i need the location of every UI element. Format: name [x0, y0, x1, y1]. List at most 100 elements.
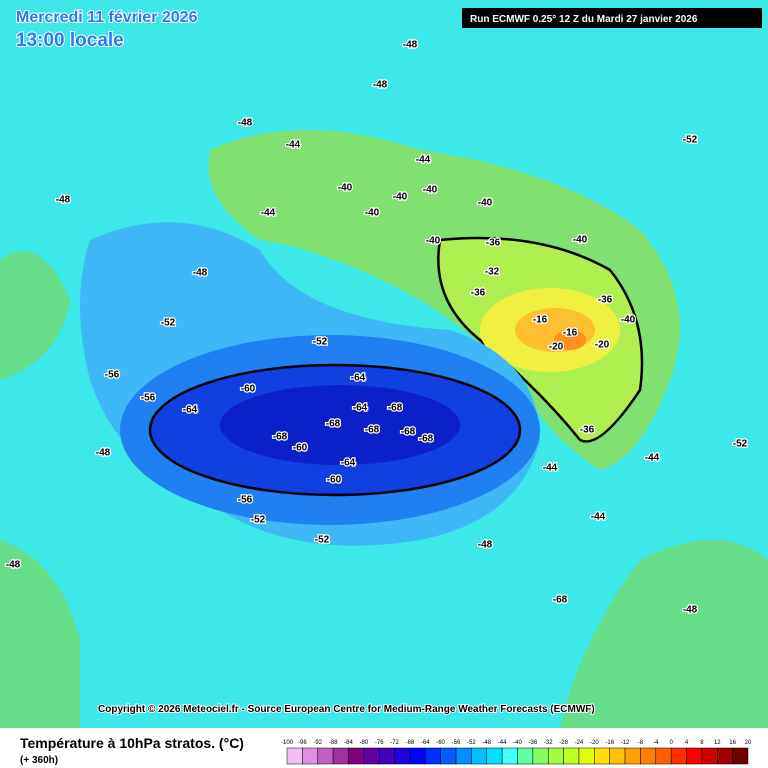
colorbar-tick-label: -16 — [605, 740, 614, 746]
contour-label: -60 — [327, 475, 342, 486]
warm-core — [554, 330, 586, 350]
contour-label: -44 — [286, 140, 301, 151]
contour-label: -48 — [683, 605, 698, 616]
contour-label: -60 — [293, 443, 308, 454]
contour-label: -20 — [595, 340, 610, 351]
contour-label: -64 — [341, 458, 356, 469]
colorbar-swatch — [670, 747, 687, 765]
contour-label: -48 — [238, 118, 253, 129]
colorbar-swatch — [486, 747, 503, 765]
colorbar-swatch — [532, 747, 549, 765]
colorbar-swatch — [317, 747, 334, 765]
contour-label: -36 — [598, 295, 613, 306]
contour-label: -52 — [251, 515, 266, 526]
date-title: Mercredi 11 février 2026 — [16, 9, 198, 26]
contour-label: -40 — [426, 236, 441, 247]
contour-label: -40 — [365, 208, 380, 219]
contour-label: -68 — [419, 434, 434, 445]
contour-label: -44 — [591, 512, 606, 523]
colorbar-tick-label: -32 — [544, 740, 553, 746]
run-box — [462, 8, 762, 28]
contour-label: -44 — [645, 453, 660, 464]
colorbar-swatch — [655, 747, 672, 765]
colorbar-swatch — [732, 747, 749, 765]
contour-label: -44 — [261, 208, 276, 219]
contour-label: -36 — [580, 425, 595, 436]
contour-label: -40 — [478, 198, 493, 209]
colorbar-swatch — [440, 747, 457, 765]
contour-label: -64 — [353, 403, 368, 414]
time-subtitle: 13:00 locale — [16, 30, 124, 51]
contour-label: -40 — [338, 183, 353, 194]
colorbar-swatch — [302, 747, 318, 765]
colorbar-tick-label: -4 — [653, 740, 659, 746]
contour-label: -68 — [326, 419, 341, 430]
colorbar-tick-label: -96 — [298, 740, 307, 746]
contour-label: -56 — [105, 370, 120, 381]
caption: Température à 10hPa stratos. (°C) — [20, 735, 244, 751]
contour-label: -36 — [486, 238, 501, 249]
contour-label: -40 — [423, 185, 438, 196]
colorbar-tick-label: -100 — [281, 740, 294, 746]
contour-label: -48 — [6, 560, 21, 571]
contour-label: -52 — [683, 135, 698, 146]
contour-label: -64 — [351, 373, 366, 384]
colorbar-swatch — [547, 747, 564, 765]
contour-label: -68 — [553, 595, 568, 606]
contour-label: -40 — [393, 192, 408, 203]
contour-label: -52 — [315, 535, 330, 546]
colorbar-swatch — [563, 747, 580, 765]
contour-label: -48 — [193, 268, 208, 279]
colorbar-tick-label: -56 — [452, 740, 461, 746]
colorbar-swatch — [640, 747, 657, 765]
colorbar-tick-label: -76 — [375, 740, 384, 746]
contour-label: -48 — [478, 540, 493, 551]
contour-label: -16 — [563, 328, 578, 339]
contour-label: -48 — [373, 80, 388, 91]
colorbar-tick-label: 20 — [745, 740, 752, 746]
colorbar-swatch — [717, 747, 733, 765]
colorbar-tick-label: -64 — [421, 740, 430, 746]
colorbar-tick-label: -40 — [513, 740, 522, 746]
contour-label: -48 — [56, 195, 71, 206]
contour-label: -68 — [365, 425, 380, 436]
colorbar-tick-label: 16 — [729, 740, 736, 746]
contour-label: -44 — [543, 463, 558, 474]
contour-label: -68 — [401, 427, 416, 438]
colorbar-tick-label: 8 — [700, 740, 704, 746]
contour-label: -44 — [416, 155, 431, 166]
contour-label: -68 — [273, 432, 288, 443]
colorbar-swatch — [455, 747, 472, 765]
colorbar-tick-label: -28 — [559, 740, 568, 746]
contour-label: -48 — [96, 448, 111, 459]
colorbar-tick-label: -24 — [575, 740, 584, 746]
cold-core — [220, 385, 460, 465]
copyright: Copyright © 2026 Meteociel.fr - Source E… — [98, 704, 595, 715]
contour-label: -56 — [141, 393, 156, 404]
colorbar-tick-label: -92 — [313, 740, 322, 746]
colorbar-tick-label: -20 — [590, 740, 599, 746]
contour-label: -36 — [471, 288, 486, 299]
colorbar-tick-label: -36 — [529, 740, 538, 746]
caption-sub: (+ 360h) — [20, 755, 58, 766]
colorbar-swatch — [517, 747, 534, 765]
colorbar-tick-label: -8 — [638, 740, 644, 746]
contour-label: -20 — [549, 342, 564, 353]
contour-label: -52 — [313, 337, 328, 348]
colorbar-swatch — [378, 747, 395, 765]
contour-label: -52 — [161, 318, 176, 329]
run-info: Run ECMWF 0.25° 12 Z du Mardi 27 janvier… — [470, 14, 698, 25]
colorbar-swatch — [409, 747, 426, 765]
contour-label: -40 — [573, 235, 588, 246]
contour-label: -60 — [241, 384, 256, 395]
colorbar-tick-label: -68 — [406, 740, 415, 746]
colorbar-tick-label: -44 — [498, 740, 507, 746]
colorbar-tick-label: -80 — [359, 740, 368, 746]
colorbar-tick-label: 12 — [714, 740, 721, 746]
colorbar-swatch — [624, 747, 641, 765]
colorbar-swatch — [501, 747, 518, 765]
colorbar-swatch — [425, 747, 441, 765]
colorbar-swatch — [578, 747, 595, 765]
